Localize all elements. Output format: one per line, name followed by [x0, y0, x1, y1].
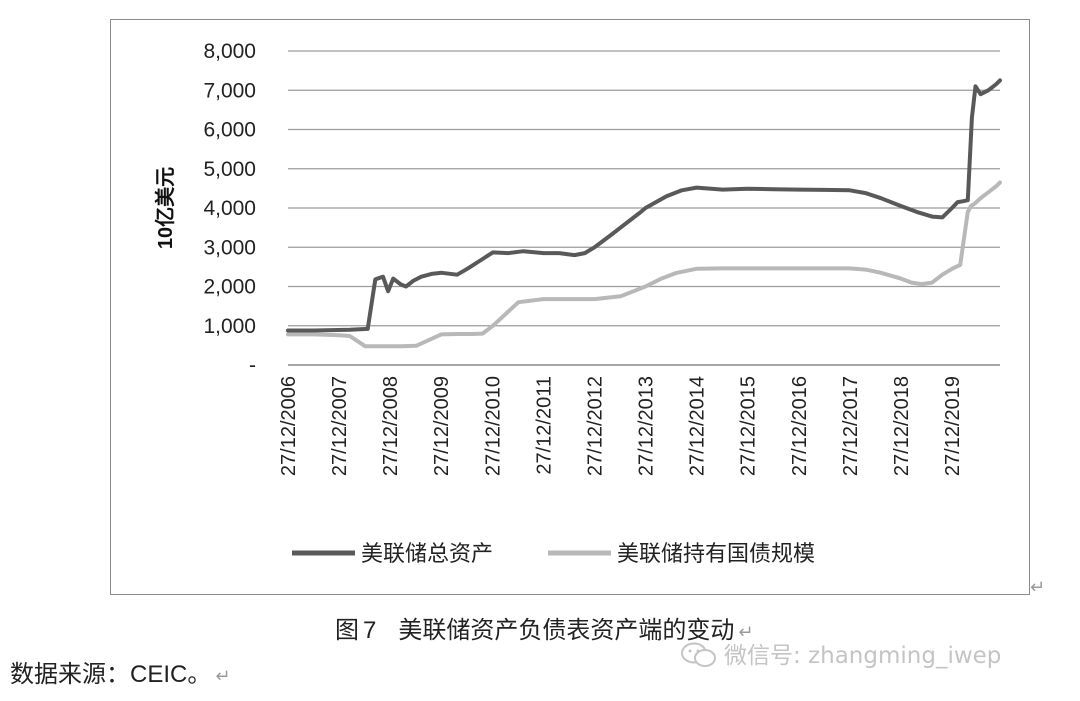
x-tick-label: 27/12/2012	[584, 376, 606, 476]
x-tick-label: 27/12/2011	[533, 376, 555, 475]
series-line-total-assets	[286, 78, 1002, 333]
y-tick-label: 1,000	[203, 315, 256, 338]
series-lines	[286, 78, 1002, 349]
y-axis-tick-labels: - 1,000 2,000 3,000 4,000 5,000 6,000 7,000 8,00…	[203, 40, 256, 377]
return-mark: ↵	[1030, 577, 1046, 598]
caption-text: 美联储资产负债表资产端的变动	[398, 616, 735, 644]
legend-label-total-assets: 美联储总资产	[361, 542, 493, 567]
x-tick-label: 27/12/2007	[329, 376, 351, 476]
series-line-treasury-holdings	[286, 180, 1002, 349]
data-source-note: 数据来源：CEIC。 ↵	[10, 654, 230, 689]
x-axis-tick-labels: 27/12/2006 27/12/2007 27/12/2008 27/12/2009…	[278, 376, 964, 476]
source-label: 数据来源：	[10, 660, 130, 688]
x-tick-label: 27/12/2010	[482, 376, 504, 476]
y-tick-label: 5,000	[203, 158, 256, 181]
caption-prefix: 图	[335, 616, 359, 644]
return-mark: ↵	[215, 666, 231, 687]
x-tick-label: 27/12/2016	[789, 376, 811, 476]
x-tick-label: 27/12/2013	[636, 376, 658, 476]
source-end: 。	[187, 660, 212, 688]
wechat-icon	[681, 642, 716, 667]
y-tick-label: 6,000	[203, 119, 256, 142]
x-tick-label: 27/12/2019	[942, 376, 964, 476]
wechat-watermark: 微信号: zhangming_iwep	[680, 636, 1001, 670]
figure-caption: 图 7 美联储资产负债表资产端的变动 ↵	[335, 610, 753, 645]
y-tick-label: 4,000	[203, 197, 256, 220]
source-value: CEIC	[130, 661, 188, 688]
y-tick-label: -	[249, 354, 256, 377]
x-tick-label: 27/12/2008	[380, 376, 402, 476]
watermark-text: 微信号: zhangming_iwep	[724, 643, 1002, 669]
chart-frame	[110, 19, 1030, 595]
x-tick-label: 27/12/2006	[278, 376, 300, 476]
y-axis-label: 10亿美元	[153, 167, 177, 249]
x-tick-label: 27/12/2018	[891, 376, 913, 476]
y-tick-label: 8,000	[203, 40, 256, 63]
return-mark: ↵	[738, 622, 754, 643]
y-tick-label: 2,000	[203, 276, 256, 299]
caption-number: 7	[363, 617, 377, 644]
x-tick-label: 27/12/2009	[431, 376, 453, 476]
grid-lines	[288, 50, 1000, 366]
x-tick-label: 27/12/2015	[738, 376, 760, 476]
y-tick-label: 7,000	[203, 79, 256, 102]
x-tick-label: 27/12/2017	[840, 376, 862, 476]
legend-label-treasury-holdings: 美联储持有国债规模	[617, 542, 815, 567]
x-tick-label: 27/12/2014	[687, 376, 709, 476]
y-tick-label: 3,000	[203, 236, 256, 259]
legend: 美联储总资产 美联储持有国债规模	[292, 542, 815, 567]
